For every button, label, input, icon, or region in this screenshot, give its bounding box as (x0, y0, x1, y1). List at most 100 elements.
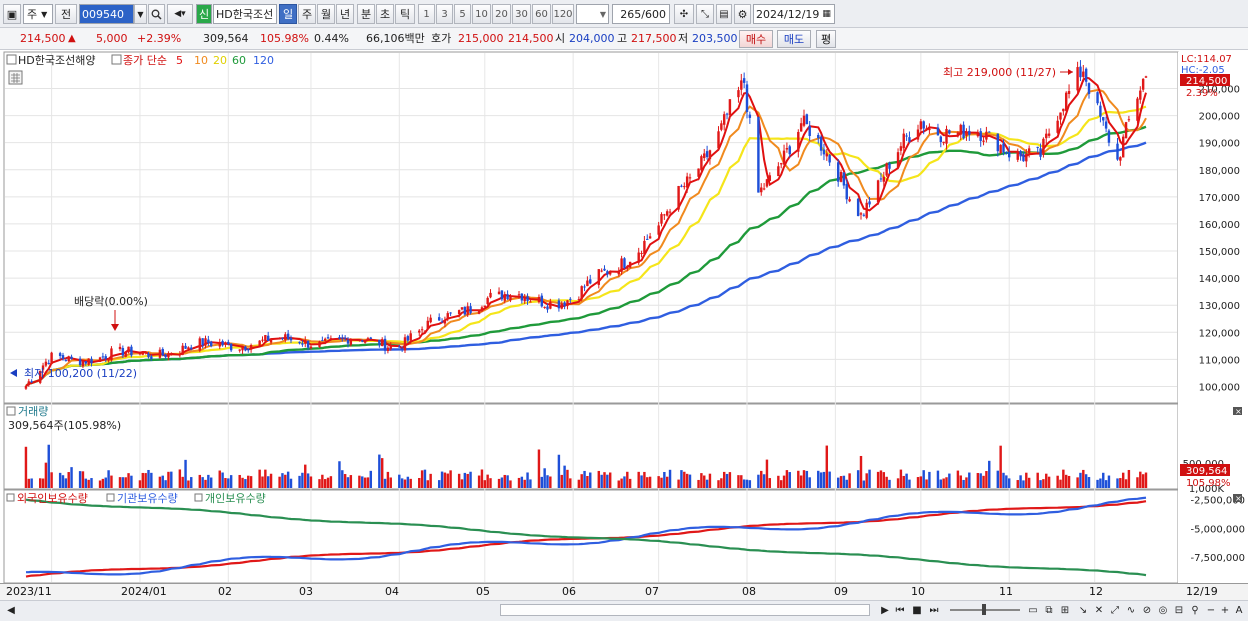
candle-body (466, 306, 469, 315)
scroll-right-icon[interactable]: ▶ (881, 604, 889, 616)
close-icon[interactable] (1233, 494, 1242, 502)
zoom-icon[interactable]: ⚲ (1191, 604, 1199, 616)
grid-alt-icon[interactable]: ⊟ (1174, 604, 1184, 616)
interval-button[interactable]: 120 (552, 4, 574, 24)
period-day-button[interactable]: 일 (279, 4, 297, 24)
resize-icon[interactable]: ⤡ (696, 4, 714, 24)
chart-canvas[interactable]: 210,000 200,000 190,000 180,000 170,000 160,0… (0, 50, 1248, 600)
grid (5, 53, 1177, 582)
line-tool-icon[interactable]: ↘ (1078, 604, 1088, 616)
volume-bar (928, 471, 931, 488)
jeon-button[interactable]: 전 (55, 4, 77, 24)
scroll-thumb[interactable] (500, 604, 870, 616)
candle-body (882, 176, 886, 182)
volume-bar (463, 472, 467, 488)
cross-tool-icon[interactable]: ✕ (1094, 604, 1104, 616)
stock-code-input[interactable]: 009540 (79, 4, 134, 24)
table-toggle-icon[interactable] (8, 70, 23, 85)
volume-bar (369, 470, 373, 488)
speaker-icon[interactable]: ◀▾ (167, 4, 193, 24)
forward-icon[interactable]: ⏭ (929, 604, 939, 616)
interval-dropdown[interactable]: ▼ (576, 4, 609, 24)
current-price: 214,500 (20, 32, 66, 45)
code-dropdown-icon[interactable]: ▼ (134, 4, 147, 24)
candle-body (204, 338, 207, 346)
plus-icon[interactable]: + (1220, 604, 1230, 616)
window-menu-icon[interactable]: ▣ (3, 4, 21, 24)
interval-button[interactable]: 20 (492, 4, 511, 24)
minus-icon[interactable]: − (1206, 604, 1216, 616)
close-icon[interactable] (1233, 407, 1242, 415)
count-field[interactable]: 265/600 (612, 4, 670, 24)
volume-bar (597, 470, 601, 488)
candle-body (583, 286, 586, 288)
volume-bar (201, 477, 204, 488)
interval-button[interactable]: 10 (472, 4, 491, 24)
interval-button[interactable]: 30 (512, 4, 531, 24)
trend-tool-icon[interactable]: ⤢ (1111, 604, 1119, 616)
candle-body (224, 342, 227, 345)
candle-body (819, 136, 823, 151)
calendar-icon[interactable]: ▦ (822, 9, 831, 19)
volume-title: 거래량 (18, 405, 48, 418)
search-icon[interactable] (148, 4, 165, 24)
candle-body (503, 294, 506, 301)
copy-icon[interactable]: ⧉ (1045, 604, 1053, 616)
layout-icon[interactable]: ▭ (1028, 604, 1038, 616)
volume-bar (229, 475, 233, 488)
scroll-left-icon[interactable]: ◀ (7, 604, 15, 616)
candle-body (127, 346, 130, 353)
fibo-tool-icon[interactable]: ⊘ (1142, 604, 1152, 616)
zoom-slider-handle[interactable] (982, 604, 986, 615)
volume-bar (1127, 469, 1131, 488)
legend-box-icon (111, 54, 122, 65)
date-field[interactable]: 2024/12/19 ▦ (753, 4, 835, 24)
volume-bar (1056, 475, 1059, 488)
volume-bar (657, 476, 660, 488)
candle-body (643, 240, 646, 254)
rewind-icon[interactable]: ⏮ (895, 604, 905, 616)
stop-icon[interactable]: ■ (912, 604, 922, 616)
candle-body (517, 294, 521, 296)
volume-bar (158, 476, 162, 488)
period-select[interactable]: 주 ▼ (23, 4, 53, 24)
interval-button[interactable]: 1 (418, 4, 435, 24)
period-minute-button[interactable]: 분 (357, 4, 375, 24)
period-year-button[interactable]: 년 (336, 4, 354, 24)
period-month-button[interactable]: 월 (317, 4, 335, 24)
eye-icon[interactable]: ◎ (1158, 604, 1168, 616)
candle-body (1022, 154, 1025, 162)
volume-bar (124, 477, 127, 488)
candle-body (1082, 71, 1085, 77)
sell-button[interactable]: 매도 (777, 30, 811, 48)
candle-body (865, 202, 868, 218)
interval-button[interactable]: 60 (532, 4, 551, 24)
candle-body (608, 272, 612, 275)
eval-button[interactable]: 평 (816, 30, 836, 48)
volume-bar (962, 479, 965, 488)
gear-icon[interactable]: ⚙ (734, 4, 751, 24)
sin-badge[interactable]: 신 (196, 4, 212, 24)
candle-body (1062, 108, 1065, 112)
volume-tag-pct: 105.98% (1186, 478, 1231, 489)
volume-bar (1062, 469, 1065, 488)
volume-bar (161, 475, 164, 488)
volume-bar (423, 469, 427, 488)
legend-ma-prefix: 종가 단순 (123, 54, 167, 67)
volume-bar (1039, 480, 1042, 488)
interval-button[interactable]: 3 (436, 4, 453, 24)
volume-bar (546, 475, 549, 488)
period-second-button[interactable]: 초 (376, 4, 394, 24)
interval-button[interactable]: 5 (454, 4, 471, 24)
wave-tool-icon[interactable]: ∿ (1126, 604, 1136, 616)
grid-icon[interactable]: ⊞ (1060, 604, 1070, 616)
volume-bar (617, 480, 620, 488)
period-tick-button[interactable]: 틱 (395, 4, 415, 24)
period-week-button[interactable]: 주 (298, 4, 316, 24)
volume-bar (757, 474, 760, 488)
crosshair-icon[interactable]: ✣ (674, 4, 694, 24)
buy-button[interactable]: 매수 (739, 30, 773, 48)
save-icon[interactable]: ▤ (716, 4, 732, 24)
font-size-icon[interactable]: A (1235, 604, 1243, 616)
x-tick-label: 2024/01 (121, 585, 167, 598)
